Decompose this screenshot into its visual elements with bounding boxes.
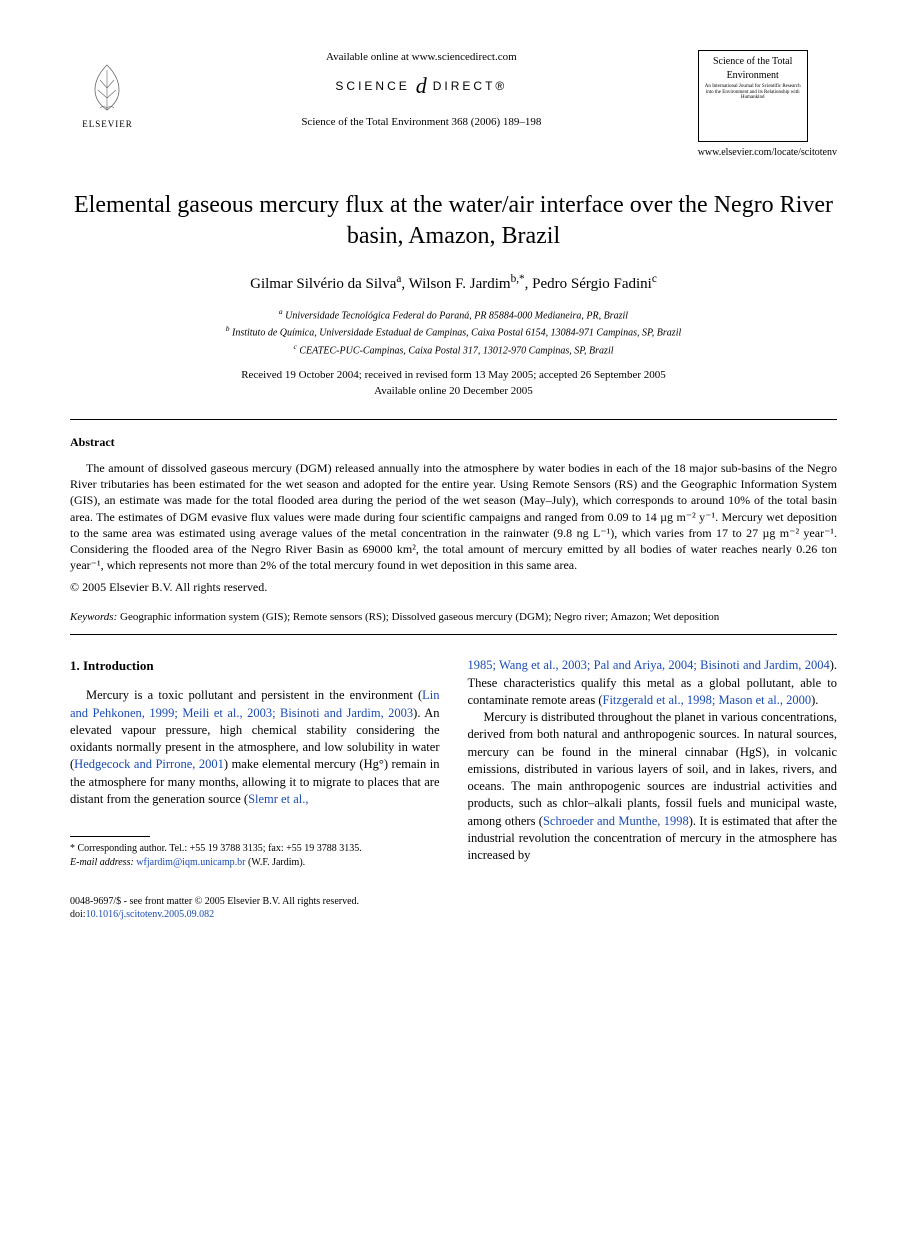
journal-reference: Science of the Total Environment 368 (20… (165, 115, 678, 130)
journal-cover: Science of the Total Environment An Inte… (698, 50, 808, 142)
doi-line: doi:10.1016/j.scitotenv.2005.09.082 (70, 908, 837, 921)
column-left: 1. Introduction Mercury is a toxic pollu… (70, 657, 440, 869)
abstract-body: The amount of dissolved gaseous mercury … (70, 460, 837, 573)
affiliations: a Universidade Tecnológica Federal do Pa… (70, 306, 837, 358)
p1-cont-b: ). (811, 693, 818, 707)
affiliation-a: a Universidade Tecnológica Federal do Pa… (70, 306, 837, 323)
email-link[interactable]: wfjardim@iqm.unicamp.br (134, 857, 246, 868)
p1-text-a: Mercury is a toxic pollutant and persist… (86, 688, 422, 702)
dates-received: Received 19 October 2004; received in re… (70, 368, 837, 383)
journal-cover-subtitle: An International Journal for Scientific … (703, 84, 803, 101)
corr-email-line: E-mail address: wfjardim@iqm.unicamp.br … (70, 856, 440, 870)
journal-cover-block: Science of the Total Environment An Inte… (698, 50, 837, 160)
intro-paragraph-1-cont: 1985; Wang et al., 2003; Pal and Ariya, … (468, 657, 838, 709)
affiliation-c: c CEATEC-PUC-Campinas, Caixa Postal 317,… (70, 341, 837, 358)
affiliation-b-text: Instituto de Química, Universidade Estad… (232, 328, 681, 339)
abstract-heading: Abstract (70, 434, 837, 450)
sd-left: SCIENCE (335, 78, 409, 94)
keywords-label: Keywords: (70, 611, 117, 623)
column-right: 1985; Wang et al., 2003; Pal and Ariya, … (468, 657, 838, 869)
abstract-copyright: © 2005 Elsevier B.V. All rights reserved… (70, 579, 837, 595)
email-label: E-mail address: (70, 857, 134, 868)
authors-line: Gilmar Silvério da Silvaa, Wilson F. Jar… (70, 272, 837, 294)
p2-text-a: Mercury is distributed throughout the pl… (468, 710, 838, 828)
rule-below-keywords (70, 634, 837, 635)
doi-link[interactable]: 10.1016/j.scitotenv.2005.09.082 (86, 909, 215, 920)
elsevier-tree-icon (80, 60, 135, 115)
dates-online: Available online 20 December 2005 (70, 384, 837, 399)
journal-url: www.elsevier.com/locate/scitotenv (698, 146, 837, 160)
page-header: ELSEVIER Available online at www.science… (70, 50, 837, 160)
corr-author-line: * Corresponding author. Tel.: +55 19 378… (70, 842, 440, 856)
author-3: Pedro Sérgio Fadini (532, 276, 652, 292)
doi-label: doi: (70, 909, 86, 920)
body-columns: 1. Introduction Mercury is a toxic pollu… (70, 657, 837, 869)
journal-cover-title: Science of the Total Environment (703, 55, 803, 82)
intro-paragraph-1: Mercury is a toxic pollutant and persist… (70, 687, 440, 808)
ref-link-5[interactable]: Fitzgerald et al., 1998; Mason et al., 2… (603, 693, 812, 707)
available-online-text: Available online at www.sciencedirect.co… (165, 50, 678, 65)
author-2-affil: b,* (511, 273, 525, 285)
corresponding-author-footnote: * Corresponding author. Tel.: +55 19 378… (70, 842, 440, 869)
ref-link-6[interactable]: Schroeder and Munthe, 1998 (543, 814, 689, 828)
author-1: Gilmar Silvério da Silva (250, 276, 396, 292)
header-center: Available online at www.sciencedirect.co… (145, 50, 698, 129)
rule-above-abstract (70, 419, 837, 420)
keywords-line: Keywords: Geographic information system … (70, 610, 837, 625)
affiliation-b: b Instituto de Química, Universidade Est… (70, 323, 837, 340)
section-1-heading: 1. Introduction (70, 657, 440, 675)
ref-link-2[interactable]: Hedgecock and Pirrone, 2001 (74, 757, 224, 771)
ref-link-3[interactable]: Slemr et al., (248, 792, 308, 806)
page-footer: 0048-9697/$ - see front matter © 2005 El… (70, 895, 837, 921)
sciencedirect-logo: SCIENCE d DIRECT® (335, 71, 507, 101)
author-1-affil: a (396, 273, 401, 285)
email-who: (W.F. Jardim). (245, 857, 305, 868)
sd-swoosh-icon: d (416, 71, 427, 101)
footnote-rule (70, 836, 150, 837)
elsevier-logo: ELSEVIER (70, 50, 145, 130)
article-title: Elemental gaseous mercury flux at the wa… (70, 190, 837, 252)
elsevier-label: ELSEVIER (82, 118, 133, 130)
keywords-text: Geographic information system (GIS); Rem… (117, 611, 719, 623)
affiliation-a-text: Universidade Tecnológica Federal do Para… (285, 310, 628, 321)
author-3-affil: c (652, 273, 657, 285)
sd-right: DIRECT® (433, 78, 508, 94)
affiliation-c-text: CEATEC-PUC-Campinas, Caixa Postal 317, 1… (299, 345, 613, 356)
author-2: Wilson F. Jardim (409, 276, 511, 292)
article-dates: Received 19 October 2004; received in re… (70, 368, 837, 399)
front-matter-line: 0048-9697/$ - see front matter © 2005 El… (70, 895, 837, 908)
ref-link-4[interactable]: 1985; Wang et al., 2003; Pal and Ariya, … (468, 658, 830, 672)
intro-paragraph-2: Mercury is distributed throughout the pl… (468, 709, 838, 864)
